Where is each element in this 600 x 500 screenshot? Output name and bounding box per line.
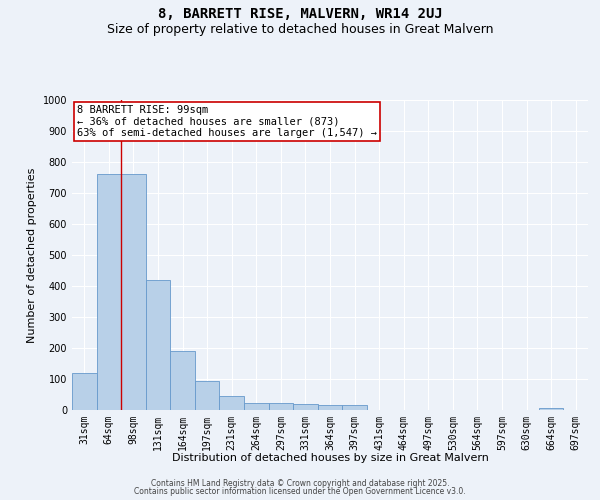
Text: Contains HM Land Registry data © Crown copyright and database right 2025.: Contains HM Land Registry data © Crown c…	[151, 478, 449, 488]
Bar	[170, 351, 195, 410]
Bar	[72, 373, 97, 410]
Bar	[342, 406, 367, 410]
Text: 8, BARRETT RISE, MALVERN, WR14 2UJ: 8, BARRETT RISE, MALVERN, WR14 2UJ	[158, 8, 442, 22]
Text: Contains public sector information licensed under the Open Government Licence v3: Contains public sector information licen…	[134, 487, 466, 496]
Bar	[220, 396, 244, 410]
Bar	[97, 174, 121, 410]
Text: Size of property relative to detached houses in Great Malvern: Size of property relative to detached ho…	[107, 22, 493, 36]
X-axis label: Distribution of detached houses by size in Great Malvern: Distribution of detached houses by size …	[172, 453, 488, 463]
Bar	[293, 404, 318, 410]
Text: 8 BARRETT RISE: 99sqm
← 36% of detached houses are smaller (873)
63% of semi-det: 8 BARRETT RISE: 99sqm ← 36% of detached …	[77, 104, 377, 138]
Bar	[318, 406, 342, 410]
Bar	[146, 280, 170, 410]
Bar	[269, 403, 293, 410]
Bar	[195, 380, 220, 410]
Y-axis label: Number of detached properties: Number of detached properties	[27, 168, 37, 342]
Bar	[244, 403, 269, 410]
Bar	[539, 408, 563, 410]
Bar	[121, 174, 146, 410]
